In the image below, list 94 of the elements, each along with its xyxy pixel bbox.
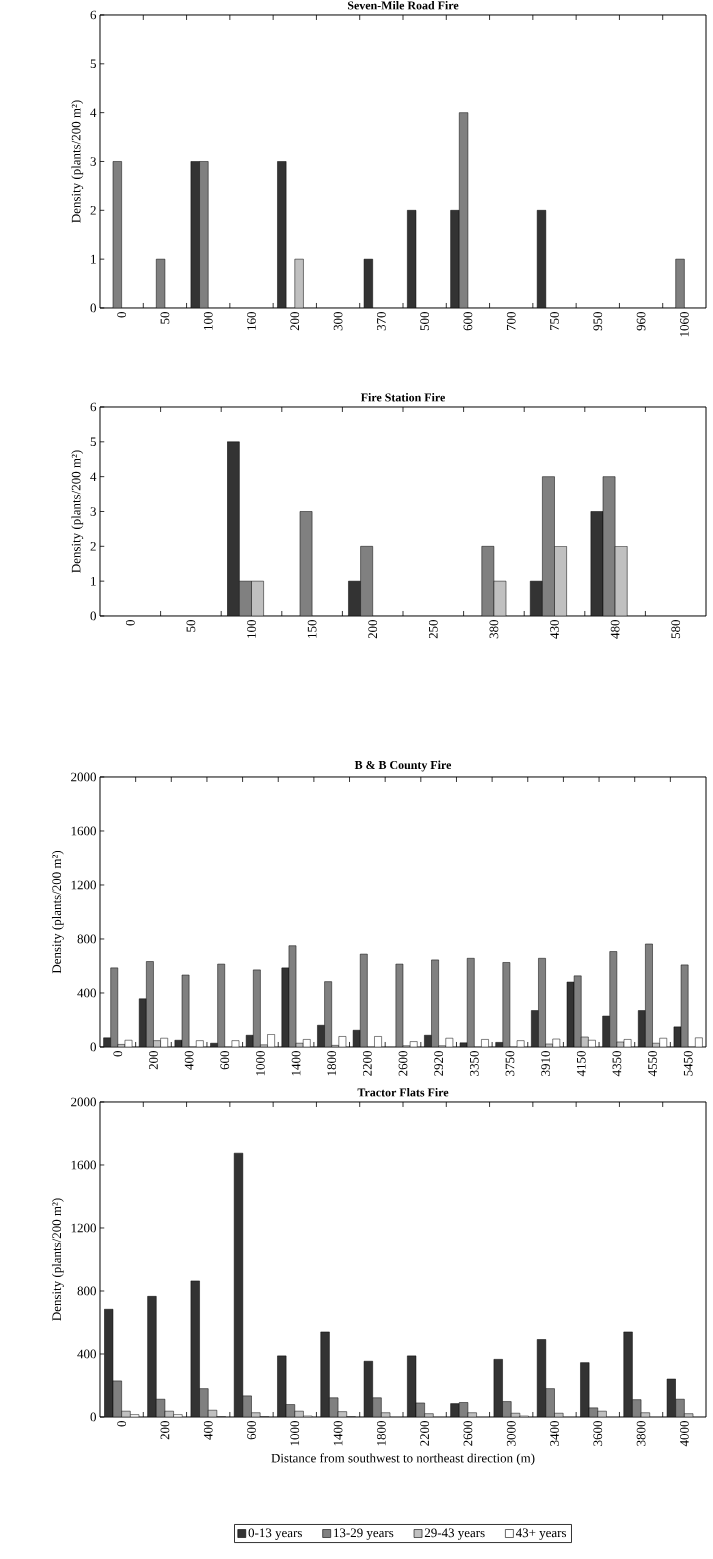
x-tick-label: 400 xyxy=(203,1421,213,1440)
x-tick-label: 2200 xyxy=(362,1050,372,1076)
x-tick-label: 1000 xyxy=(256,1050,265,1076)
x-tick-label: 200 xyxy=(160,1421,170,1440)
x-tick-label: 4150 xyxy=(576,1050,586,1077)
y-tick-label: 4 xyxy=(90,472,97,481)
x-tick-label: 3910 xyxy=(541,1050,550,1076)
x-tick-label: 3800 xyxy=(636,1421,646,1446)
x-tick-label: 480 xyxy=(610,619,620,639)
y-axis-title: Density (plants/200 m²) xyxy=(51,850,64,974)
x-tick-label: 750 xyxy=(550,311,559,331)
y-tick-label: 400 xyxy=(77,988,96,998)
x-tick-label: 600 xyxy=(220,1050,230,1070)
x-tick-label: 1800 xyxy=(327,1050,337,1076)
x-tick-label: 0 xyxy=(125,619,135,626)
x-tick-label: 500 xyxy=(420,311,430,331)
x-tick-label: 3350 xyxy=(469,1050,479,1076)
y-tick-label: 1 xyxy=(91,254,96,264)
x-tick-label: 400 xyxy=(184,1050,194,1070)
x-tick-label: 0 xyxy=(117,311,127,318)
x-tick-label: 4350 xyxy=(612,1050,622,1077)
x-tick-label: 300 xyxy=(333,311,343,331)
x-tick-label: 1800 xyxy=(376,1421,386,1446)
x-tick-label: 4550 xyxy=(648,1050,657,1077)
x-tick-label: 600 xyxy=(247,1421,256,1440)
x-tick-label: 2600 xyxy=(463,1421,473,1446)
x-tick-label: 3750 xyxy=(505,1050,515,1076)
x-tick-label: 100 xyxy=(247,619,256,638)
y-tick-label: 4 xyxy=(90,108,97,117)
y-tick-label: 2000 xyxy=(71,772,96,782)
y-tick-label: 2 xyxy=(90,206,96,215)
x-tick-label: 1000 xyxy=(290,1421,300,1446)
y-tick-label: 6 xyxy=(90,402,97,412)
x-tick-label: 250 xyxy=(428,619,438,639)
x-tick-label: 3600 xyxy=(593,1421,603,1446)
x-axis-title: Distance from southwest to northeast direction (m) xyxy=(271,1453,535,1466)
x-tick-label: 200 xyxy=(290,311,300,331)
y-tick-label: 1200 xyxy=(71,1223,96,1233)
chart-title: Fire Station Fire xyxy=(360,393,445,402)
x-tick-label: 100 xyxy=(203,311,213,330)
y-tick-label: 6 xyxy=(90,10,97,20)
x-tick-label: 2600 xyxy=(398,1050,408,1076)
y-tick-label: 3 xyxy=(90,157,96,166)
y-tick-label: 0 xyxy=(90,611,96,621)
x-tick-label: 380 xyxy=(489,619,499,639)
x-tick-label: 5450 xyxy=(683,1050,693,1076)
y-tick-label: 0 xyxy=(90,1042,96,1052)
x-tick-label: 430 xyxy=(550,619,559,639)
y-axis-title: Density (plants/200 m²) xyxy=(51,1198,64,1321)
x-tick-label: 1400 xyxy=(291,1050,301,1076)
y-tick-label: 3 xyxy=(90,507,96,516)
y-tick-label: 1600 xyxy=(71,1160,96,1170)
y-axis-title: Density (plants/200 m²) xyxy=(71,450,84,573)
legend-label: 0-13 years xyxy=(248,1528,302,1540)
x-tick-label: 160 xyxy=(247,311,256,330)
x-tick-label: 3400 xyxy=(550,1421,559,1446)
y-tick-label: 0 xyxy=(90,1412,96,1422)
chart-title: Tractor Flats Fire xyxy=(357,1088,449,1097)
y-tick-label: 2000 xyxy=(71,1097,96,1107)
x-tick-label: 950 xyxy=(593,311,603,331)
x-tick-label: 1060 xyxy=(679,311,689,337)
x-tick-label: 0 xyxy=(117,1421,127,1427)
x-tick-label: 3000 xyxy=(506,1421,516,1446)
y-tick-label: 1 xyxy=(91,576,96,586)
x-tick-label: 4000 xyxy=(679,1421,689,1447)
x-tick-label: 580 xyxy=(671,619,681,639)
x-tick-label: 150 xyxy=(307,619,317,638)
legend-label: 13-29 years xyxy=(334,1528,394,1540)
x-tick-label: 370 xyxy=(376,311,386,331)
y-tick-label: 0 xyxy=(90,303,96,313)
x-tick-label: 50 xyxy=(186,619,196,632)
x-tick-label: 2920 xyxy=(434,1050,444,1076)
y-tick-label: 800 xyxy=(77,1286,96,1296)
legend-label: 29-43 years xyxy=(424,1528,485,1540)
x-tick-label: 700 xyxy=(506,311,516,331)
x-tick-label: 50 xyxy=(160,311,170,324)
y-tick-label: 400 xyxy=(77,1349,96,1359)
chart-title: Seven-Mile Road Fire xyxy=(347,1,459,10)
x-tick-label: 200 xyxy=(368,619,378,639)
y-tick-label: 5 xyxy=(90,437,96,447)
x-tick-label: 600 xyxy=(463,311,473,331)
y-tick-label: 2 xyxy=(90,542,96,551)
x-tick-label: 1400 xyxy=(333,1421,343,1446)
y-tick-label: 1200 xyxy=(71,880,96,890)
x-tick-label: 960 xyxy=(636,311,646,331)
x-tick-label: 200 xyxy=(149,1050,158,1070)
y-tick-label: 800 xyxy=(77,934,96,944)
legend-label: 43+ years xyxy=(515,1528,567,1540)
x-tick-label: 2200 xyxy=(420,1421,430,1446)
y-tick-label: 1600 xyxy=(71,826,96,836)
chart-title: B & B County Fire xyxy=(354,760,452,772)
y-tick-label: 5 xyxy=(90,59,96,69)
y-axis-title: Density (plants/200 m²) xyxy=(71,100,84,223)
x-tick-label: 0 xyxy=(113,1050,123,1057)
